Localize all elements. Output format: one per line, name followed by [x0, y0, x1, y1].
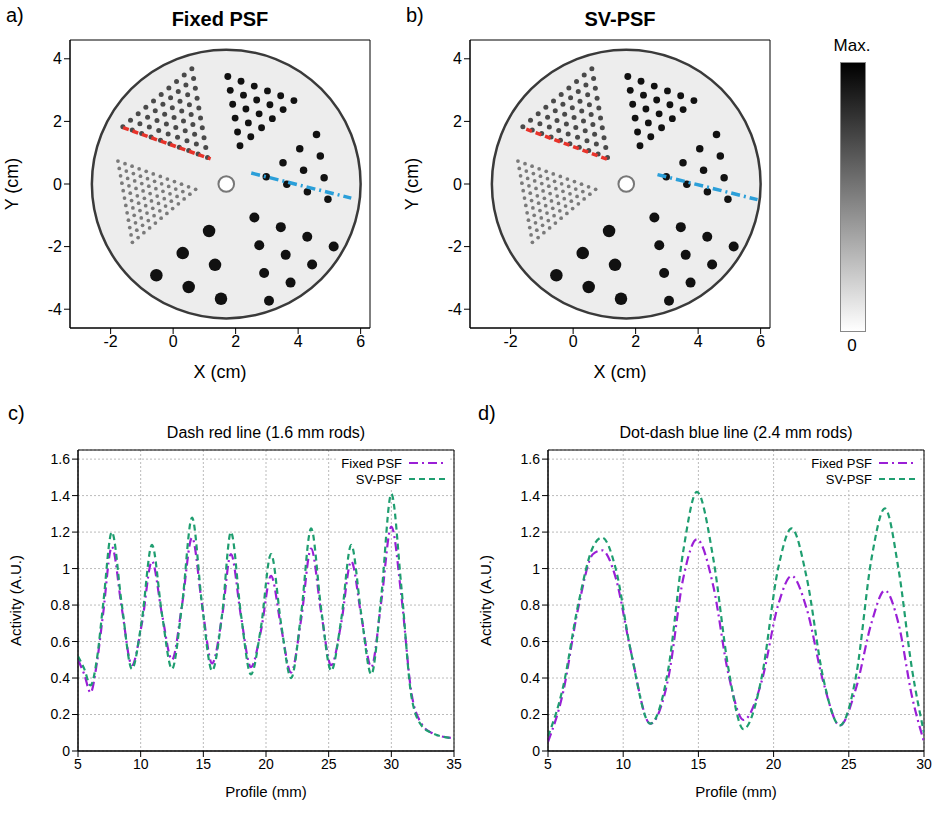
svg-text:0.6: 0.6 [521, 634, 541, 650]
svg-text:20: 20 [766, 756, 782, 772]
svg-text:0.8: 0.8 [521, 597, 541, 613]
svg-text:0: 0 [569, 333, 578, 350]
svg-text:15: 15 [196, 756, 212, 772]
svg-text:0: 0 [169, 333, 178, 350]
svg-text:0.8: 0.8 [51, 597, 71, 613]
svg-text:4: 4 [694, 333, 703, 350]
svg-text:Activity (A.U.): Activity (A.U.) [477, 555, 494, 646]
svg-text:25: 25 [321, 756, 337, 772]
svg-text:6: 6 [756, 333, 765, 350]
svg-text:1: 1 [532, 561, 540, 577]
svg-text:1.4: 1.4 [51, 488, 71, 504]
svg-text:4: 4 [53, 50, 62, 67]
svg-text:0.4: 0.4 [51, 670, 71, 686]
svg-text:0: 0 [53, 176, 62, 193]
svg-text:X (cm): X (cm) [594, 362, 647, 382]
svg-text:5: 5 [74, 756, 82, 772]
html-text:Dash red line (1.6 mm rods): Dash red line (1.6 mm rods) [166, 424, 366, 441]
svg-text:4: 4 [294, 333, 303, 350]
svg-text:1.4: 1.4 [521, 488, 541, 504]
svg-text:Y (cm): Y (cm) [2, 158, 22, 211]
svg-text:-4: -4 [448, 301, 462, 318]
svg-text:0: 0 [453, 176, 462, 193]
svg-text:35: 35 [446, 756, 462, 772]
svg-text:-2: -2 [48, 238, 62, 255]
svg-text:10: 10 [615, 756, 631, 772]
svg-text:-4: -4 [48, 301, 62, 318]
svg-text:X (cm): X (cm) [194, 362, 247, 382]
svg-text:30: 30 [384, 756, 400, 772]
svg-text:-2: -2 [504, 333, 518, 350]
html-text:d): d) [478, 402, 496, 424]
svg-text:Profile (mm): Profile (mm) [225, 783, 307, 800]
svg-text:15: 15 [691, 756, 707, 772]
svg-text:0.2: 0.2 [521, 706, 541, 722]
html-text:SV-PSF: SV-PSF [825, 471, 872, 487]
svg-text:6: 6 [356, 333, 365, 350]
svg-text:4: 4 [453, 50, 462, 67]
svg-text:25: 25 [841, 756, 857, 772]
svg-text:2: 2 [231, 333, 240, 350]
svg-text:1.2: 1.2 [521, 524, 541, 540]
html-text:0: 0 [847, 336, 857, 355]
svg-text:-2: -2 [104, 333, 118, 350]
svg-text:Activity (A.U.): Activity (A.U.) [7, 555, 24, 646]
html-text:Fixed PSF: Fixed PSF [171, 8, 269, 30]
html-text:a): a) [6, 4, 24, 26]
svg-text:1.6: 1.6 [521, 451, 541, 467]
svg-text:0.6: 0.6 [51, 634, 71, 650]
svg-text:0: 0 [532, 743, 540, 759]
svg-text:0.2: 0.2 [51, 706, 71, 722]
html-text:b): b) [406, 4, 424, 26]
html-text:Fixed PSF: Fixed PSF [341, 455, 402, 471]
html-text:c): c) [8, 402, 25, 424]
svg-text:Profile (mm): Profile (mm) [695, 783, 777, 800]
html-text:Dot-dash blue line (2.4 mm rod: Dot-dash blue line (2.4 mm rods) [619, 424, 853, 441]
svg-text:2: 2 [631, 333, 640, 350]
svg-text:-2: -2 [448, 238, 462, 255]
svg-text:2: 2 [453, 113, 462, 130]
html-text:Max.: Max. [833, 36, 871, 55]
svg-text:20: 20 [258, 756, 274, 772]
html-text:Fixed PSF: Fixed PSF [811, 455, 872, 471]
svg-text:1.2: 1.2 [51, 524, 71, 540]
svg-text:0.4: 0.4 [521, 670, 541, 686]
svg-text:1.6: 1.6 [51, 451, 71, 467]
svg-text:10: 10 [133, 756, 149, 772]
svg-text:5: 5 [544, 756, 552, 772]
svg-text:2: 2 [53, 113, 62, 130]
svg-text:30: 30 [916, 756, 932, 772]
html-text:SV-PSF: SV-PSF [584, 8, 656, 30]
svg-text:1: 1 [62, 561, 70, 577]
html-text:SV-PSF: SV-PSF [355, 471, 402, 487]
svg-text:Y (cm): Y (cm) [402, 158, 422, 211]
svg-text:0: 0 [62, 743, 70, 759]
